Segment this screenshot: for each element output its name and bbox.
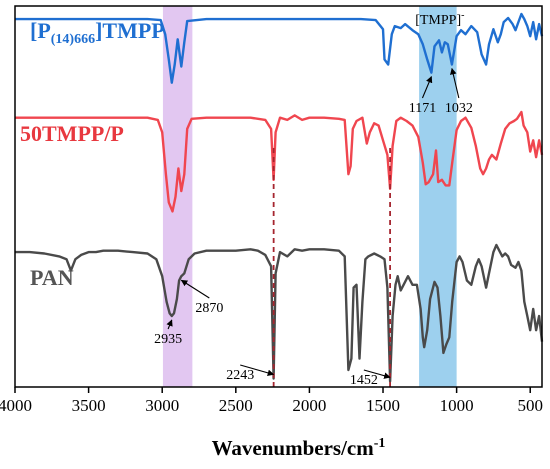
peak-label-1032: 1032 xyxy=(445,101,473,116)
peak-arrow-1171 xyxy=(421,75,433,99)
peak-label-2870: 2870 xyxy=(195,301,223,316)
x-axis-title-sup: -1 xyxy=(374,436,386,451)
x-axis-title: Wavenumbers/cm-1 xyxy=(212,436,386,460)
series-label-main: [P xyxy=(30,18,51,43)
x-tick-label: 4000 xyxy=(0,396,32,415)
peak-arrow-1032 xyxy=(450,67,460,99)
x-tick-label: 3000 xyxy=(145,396,179,415)
x-tick-label: 3500 xyxy=(72,396,106,415)
series-label-main: PAN xyxy=(30,265,74,290)
band-label-main: [TMPP] xyxy=(415,13,461,28)
band-label-sup: - xyxy=(461,10,464,21)
peak-arrow-2935 xyxy=(166,319,173,330)
series-line-2 xyxy=(15,110,544,213)
x-axis-title-main: Wavenumbers/cm xyxy=(212,436,375,460)
peak-arrow-2870 xyxy=(180,279,210,299)
peak-annotations: 1171 1032 2935 2870 2243 1452 xyxy=(154,67,473,388)
peak-arrow-1452 xyxy=(363,369,391,379)
peak-label-2243: 2243 xyxy=(226,368,254,383)
series-line-3 xyxy=(15,243,544,383)
x-tick-label: 1000 xyxy=(440,396,474,415)
series-label-main: 50TMPP/P xyxy=(20,121,124,146)
shaded-bands: [TMPP]- xyxy=(162,6,464,387)
series-label-3: PAN xyxy=(30,265,74,290)
reference-dashed-lines xyxy=(272,148,391,387)
series-label-sub: (14)666 xyxy=(51,32,95,47)
x-tick-label: 2500 xyxy=(219,396,253,415)
series-label-2: 50TMPP/P xyxy=(20,121,124,146)
x-tick-label: 2000 xyxy=(292,396,326,415)
series-label-1: [P(14)666]TMPP xyxy=(30,18,165,47)
x-tick-label: 1500 xyxy=(366,396,400,415)
spectra-lines xyxy=(15,12,544,383)
band-label: [TMPP]- xyxy=(415,10,464,28)
series-labels: [P(14)666]TMPP 50TMPP/P PAN xyxy=(20,18,165,290)
series-line-1 xyxy=(15,12,544,84)
x-tick-label: 500 xyxy=(517,396,543,415)
x-axis-ticks: 4000 3500 3000 2500 2000 1500 1000 500 xyxy=(0,387,543,415)
peak-label-1171: 1171 xyxy=(409,101,436,116)
peak-arrow-2243 xyxy=(240,364,275,377)
peak-label-1452: 1452 xyxy=(350,373,378,388)
series-label-tail: ]TMPP xyxy=(95,18,165,43)
plot-frame xyxy=(14,5,543,388)
peak-label-2935: 2935 xyxy=(154,332,182,347)
